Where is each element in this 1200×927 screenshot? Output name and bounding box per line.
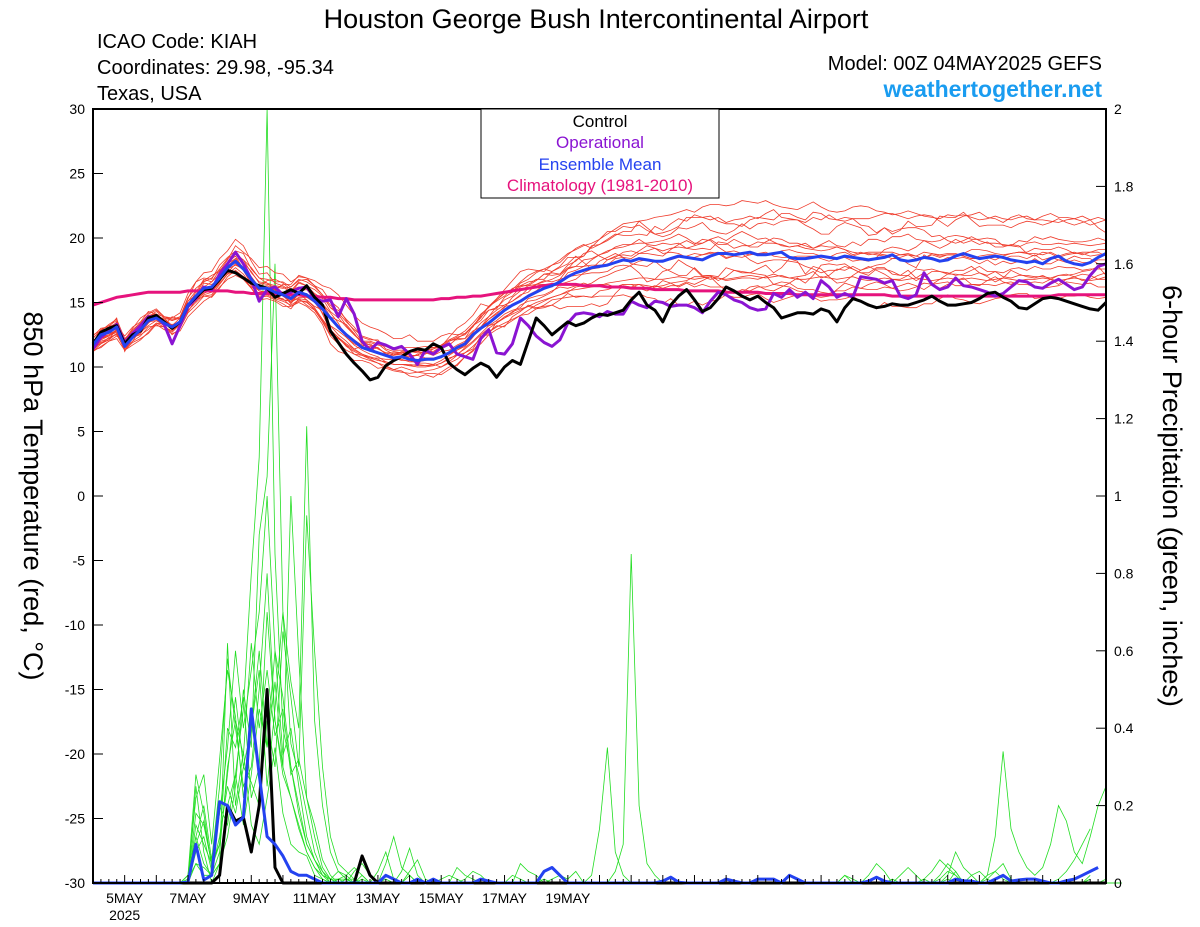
operational-temp-line [91, 250, 1107, 366]
y-right-tick-label: 1.6 [1114, 256, 1134, 272]
x-tick-label: 13MAY [355, 890, 401, 906]
y-left-tick-label: -5 [73, 553, 86, 569]
y-right-tick-label: 0.2 [1114, 798, 1134, 814]
site-link[interactable]: weathertogether.net [882, 76, 1102, 102]
temp-member-line-2 [92, 238, 1106, 355]
temp-member-line-8 [92, 211, 1107, 354]
temp-member-line-1 [92, 259, 1107, 359]
y-right-tick-label: 0.8 [1114, 565, 1134, 581]
temp-member-line-10 [92, 271, 1106, 376]
y-left-tick-label: -10 [65, 617, 85, 633]
x-tick-label: 5MAY [106, 890, 144, 906]
y-right-tick-label: 0.6 [1114, 643, 1134, 659]
y-left-tick-label: 30 [69, 101, 85, 117]
climatology-line [92, 282, 1106, 307]
chart-title: Houston George Bush Intercontinental Air… [324, 4, 869, 34]
x-tick-label: 11MAY [293, 890, 337, 906]
legend-ensemble-mean: Ensemble Mean [539, 155, 662, 174]
y-right-tick-label: 0.4 [1114, 720, 1134, 736]
mean-precip-line [93, 707, 1099, 885]
y-left-tick-label: -15 [65, 682, 85, 698]
y-right-title: 6-hour Precipitation (green, inches) [1157, 285, 1187, 707]
axes: 302520151050-5-10-15-20-25-3021.81.61.41… [65, 101, 1134, 923]
legend: Control Operational Ensemble Mean Climat… [480, 108, 720, 199]
y-right-tick-label: 1 [1114, 488, 1122, 504]
x-tick-label: 7MAY [169, 890, 207, 906]
precip-member-line-7 [93, 612, 1106, 884]
y-left-tick-label: -20 [65, 746, 85, 762]
y-right-tick-label: 2 [1114, 101, 1122, 117]
temp-member-lines [92, 200, 1107, 378]
x-tick-label: 19MAY [545, 890, 591, 906]
x-tick-sublabel: 2025 [109, 907, 140, 923]
model-run: Model: 00Z 04MAY2025 GEFS [828, 53, 1102, 75]
y-left-tick-label: 25 [69, 166, 85, 182]
region: Texas, USA [97, 83, 202, 105]
temp-member-line-15 [92, 200, 1107, 349]
y-left-tick-label: 20 [69, 230, 85, 246]
temp-member-line-12 [92, 231, 1107, 367]
y-left-tick-label: -30 [65, 875, 85, 891]
x-tick-label: 15MAY [419, 890, 465, 906]
y-right-tick-label: 1.8 [1114, 178, 1134, 194]
y-left-title: 850 hPa Temperature (red, °C) [18, 312, 48, 681]
y-right-tick-label: 1.2 [1114, 411, 1134, 427]
legend-climatology: Climatology (1981-2010) [507, 176, 693, 195]
y-right-tick-label: 1.4 [1114, 333, 1134, 349]
y-left-tick-label: 0 [77, 488, 85, 504]
x-tick-label: 9MAY [233, 890, 271, 906]
legend-control: Control [573, 112, 628, 131]
y-right-tick-label: 0 [1114, 875, 1122, 891]
mean-temp-line [91, 250, 1107, 362]
y-left-tick-label: 15 [69, 295, 85, 311]
y-left-tick-label: -25 [65, 811, 85, 827]
main-series-lines [91, 250, 1108, 885]
y-left-tick-label: 10 [69, 359, 85, 375]
temp-member-line-4 [92, 209, 1107, 342]
legend-box [480, 108, 720, 199]
y-left-tick-label: 5 [77, 424, 85, 440]
control-temp-line [91, 268, 1108, 382]
icao-code: ICAO Code: KIAH [97, 31, 257, 53]
coordinates: Coordinates: 29.98, -95.34 [97, 57, 334, 79]
x-tick-label: 17MAY [482, 890, 528, 906]
legend-operational: Operational [556, 133, 644, 152]
